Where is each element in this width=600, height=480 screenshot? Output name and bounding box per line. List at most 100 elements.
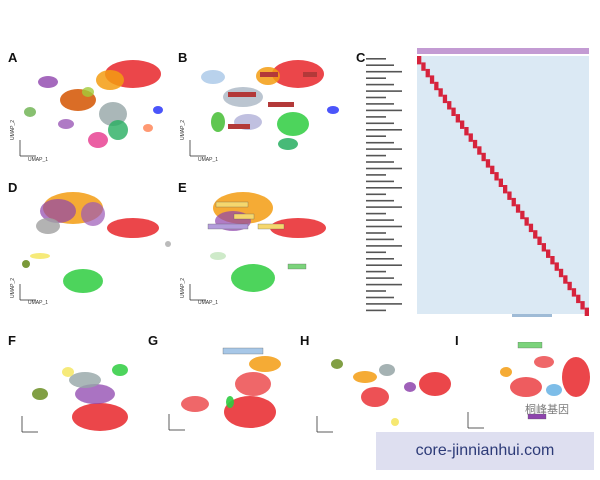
umap-panel-b (189, 60, 339, 157)
panel-label-f: F (8, 333, 16, 348)
heatmap-cell (563, 275, 568, 284)
heatmap-row-label (366, 90, 402, 92)
heatmap-row-label (366, 83, 394, 86)
axis-label-b-x: UMAP_1 (198, 157, 219, 163)
heatmap-row-label (366, 225, 402, 228)
heatmap-cell (481, 152, 486, 162)
heatmap-row-label (366, 109, 402, 112)
panel-label-d: D (8, 180, 18, 195)
heatmap-row-label (366, 296, 394, 299)
heatmap-cell (524, 217, 529, 226)
heatmap-cell (417, 56, 422, 65)
heatmap-row-label (366, 103, 394, 105)
heatmap-row-label (366, 219, 394, 221)
heatmap-cell (455, 114, 460, 123)
heatmap-cell (421, 62, 426, 71)
heatmap-row-label (366, 180, 394, 183)
heatmap-cell (515, 204, 521, 213)
heatmap-row-label (366, 199, 394, 202)
watermark-box (376, 432, 594, 470)
heatmap-row-label (366, 251, 386, 254)
axis-label-a-y: UMAP_2 (10, 119, 16, 140)
heatmap-row-label (366, 232, 386, 234)
panel-label-h: H (300, 333, 310, 348)
umap-panel-h (316, 359, 451, 433)
umap-panel-f (21, 364, 128, 433)
umap-panel-a (19, 60, 163, 157)
heatmap-cell (447, 101, 452, 110)
heatmap-row-label (366, 141, 394, 144)
heatmap-cell (520, 210, 525, 220)
heatmap-cell (558, 268, 564, 278)
axis-label-b-y: UMAP_2 (180, 119, 186, 140)
heatmap-row-label (366, 238, 394, 241)
heatmap-cell (494, 172, 499, 181)
heatmap-row-label (366, 154, 386, 157)
heatmap-cell (546, 249, 551, 258)
umap-panel-d (19, 192, 171, 301)
heatmap-cell (550, 256, 555, 265)
heatmap-row-label (366, 64, 394, 66)
axis-label-e-x: UMAP_1 (198, 300, 219, 306)
heatmap-row-label (366, 258, 394, 260)
heatmap-cell (528, 223, 534, 233)
heatmap-row-label (366, 245, 402, 247)
axis-label-a-x: UMAP_1 (28, 157, 49, 163)
heatmap-cell (511, 197, 516, 207)
heatmap-cell (434, 81, 439, 91)
heatmap-cell (451, 107, 456, 116)
heatmap-row-label (366, 122, 394, 125)
heatmap-row-label (366, 135, 386, 137)
heatmap-row-label (366, 58, 386, 60)
panel-label-g: G (148, 333, 159, 348)
heatmap-cell (468, 133, 473, 142)
heatmap-cell (464, 127, 469, 136)
heatmap-cell (580, 301, 585, 310)
heatmap-cell (507, 191, 512, 200)
panel-label-e: E (178, 180, 187, 195)
heatmap-row-label (366, 309, 386, 312)
heatmap-row-label (366, 129, 402, 131)
heatmap-cell (442, 94, 448, 104)
axis-label-d-x: UMAP_1 (28, 300, 49, 306)
heatmap-cell (503, 185, 508, 194)
heatmap-row-label (366, 116, 386, 118)
heatmap-cell (537, 236, 542, 245)
heatmap-row-label (366, 270, 386, 273)
heatmap-panel-c (366, 48, 589, 317)
heatmap-row-label (366, 174, 386, 176)
heatmap-row-label (366, 167, 402, 170)
heatmap-cell (477, 146, 482, 155)
heatmap-row-label (366, 96, 386, 99)
heatmap-cell (541, 243, 546, 252)
heatmap-cell (571, 288, 577, 297)
heatmap-row-label (366, 77, 386, 79)
heatmap-row-label (366, 277, 394, 279)
watermark-domain: core-jinnianhui.com (415, 442, 555, 459)
heatmap-row-label (366, 193, 386, 196)
heatmap-cell (584, 307, 589, 316)
heatmap-cell (576, 294, 581, 304)
heatmap-cell (472, 139, 478, 149)
axis-label-d-y: UMAP_2 (10, 277, 16, 298)
heatmap-row-label (366, 212, 386, 215)
watermark-cn: 桐峰基因 (525, 404, 569, 416)
heatmap-cell (554, 262, 559, 271)
heatmap-row-label (366, 187, 402, 189)
umap-panel-g (168, 347, 281, 431)
heatmap-row-label (366, 303, 402, 305)
heatmap-cell (425, 68, 430, 78)
axis-label-e-y: UMAP_2 (180, 277, 186, 298)
panel-label-b: B (178, 50, 188, 65)
heatmap-cell (567, 281, 572, 291)
heatmap-row-label (366, 290, 386, 292)
heatmap-cell (429, 75, 435, 84)
heatmap-row-label (366, 283, 402, 286)
umap-panel-e (189, 192, 326, 301)
heatmap-row-label (366, 206, 402, 208)
panel-label-i: I (455, 333, 459, 348)
panel-label-c: C (356, 50, 366, 65)
heatmap-row-label (366, 161, 394, 163)
umap-panel-i (467, 342, 590, 429)
heatmap-row-label (366, 70, 402, 73)
